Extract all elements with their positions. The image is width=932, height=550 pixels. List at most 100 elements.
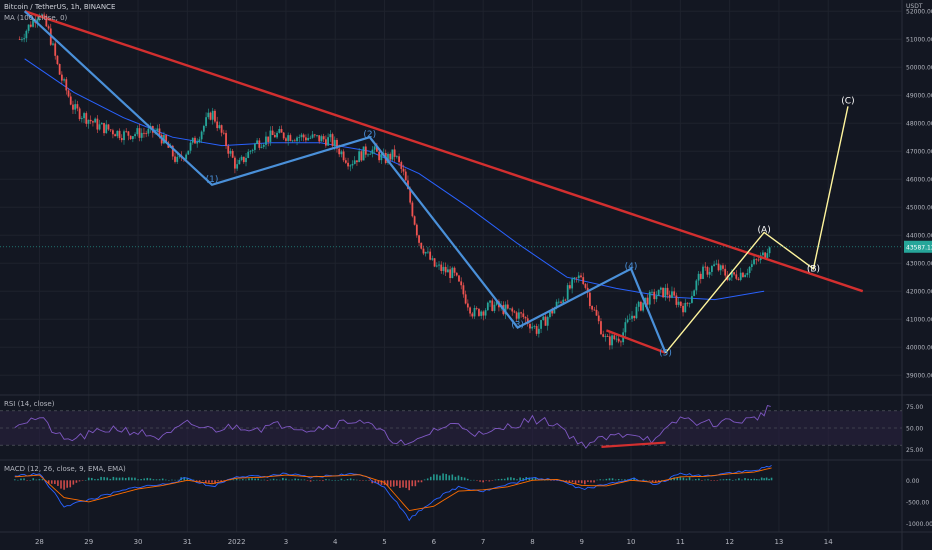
- macd-histogram-bar: [158, 479, 161, 481]
- rsi-indicator-label[interactable]: RSI (14, close): [4, 400, 55, 408]
- yellow-projection-trendline[interactable]: [665, 106, 849, 354]
- candle-body: [43, 14, 46, 16]
- macd-histogram-bar: [257, 478, 260, 481]
- symbol-title[interactable]: Bitcoin / TetherUS, 1h, BINANCE: [4, 3, 116, 11]
- candle-body: [96, 118, 99, 130]
- macd-histogram-bar: [23, 478, 25, 481]
- macd-histogram-bar: [497, 479, 500, 481]
- macd-histogram-bar: [399, 480, 401, 489]
- x-tick-label: 31: [183, 538, 192, 546]
- rsi-divergence-line[interactable]: [601, 441, 666, 448]
- macd-histogram-bar: [78, 480, 81, 482]
- candle-body: [431, 258, 434, 260]
- candle-body: [194, 137, 196, 144]
- candle-body: [32, 19, 34, 27]
- macd-histogram-bar: [322, 480, 324, 482]
- candle-body: [236, 164, 239, 169]
- macd-histogram-bar: [642, 479, 645, 481]
- candle-body: [668, 294, 671, 298]
- candle-body: [580, 275, 582, 278]
- candle-body: [524, 317, 527, 319]
- macd-histogram-bar: [297, 478, 300, 481]
- candle-body: [642, 302, 645, 311]
- red-resistance-trendline[interactable]: [24, 10, 864, 293]
- candle-body: [404, 171, 407, 181]
- wave-label: (2): [363, 130, 376, 140]
- macd-histogram-bar: [760, 477, 763, 481]
- macd-histogram-bar: [81, 480, 84, 481]
- candle-body: [517, 312, 520, 319]
- macd-pane[interactable]: [13, 464, 773, 522]
- candle-body: [293, 140, 296, 142]
- ma-indicator-label[interactable]: MA (100, close, 0): [4, 14, 68, 22]
- macd-indicator-label[interactable]: MACD (12, 26, close, 9, EMA, EMA): [4, 465, 126, 473]
- macd-histogram-bar: [494, 479, 497, 481]
- macd-histogram-bar: [630, 478, 632, 481]
- macd-histogram-bar: [38, 479, 41, 481]
- macd-histogram-bar: [269, 479, 272, 481]
- candle-body: [493, 304, 496, 311]
- candle-body: [131, 136, 134, 140]
- macd-histogram-bar: [26, 480, 28, 481]
- candle-body: [458, 275, 460, 282]
- candle-body: [225, 133, 227, 146]
- macd-histogram-bar: [608, 478, 611, 481]
- candle-body: [94, 118, 97, 123]
- macd-histogram-bar: [704, 479, 706, 481]
- candle-body: [227, 145, 230, 154]
- macd-histogram-bar: [534, 477, 537, 481]
- candle-body: [522, 313, 525, 318]
- macd-histogram-bar: [510, 477, 512, 481]
- candle-body: [313, 134, 316, 136]
- candle-body: [418, 235, 420, 243]
- candle-body: [400, 162, 403, 169]
- macd-histogram-bar: [285, 478, 287, 481]
- price-tick-label: 43000.00: [906, 261, 932, 268]
- candle-body: [229, 150, 232, 154]
- rsi-pane[interactable]: [0, 405, 902, 449]
- candle-body: [342, 151, 345, 161]
- rsi-line: [14, 405, 771, 449]
- price-pane[interactable]: (1) (2) (3) (4) (5) (A) (B) (C): [0, 10, 902, 359]
- candle-body: [393, 149, 396, 157]
- macd-histogram-bar: [731, 480, 734, 481]
- candle-body: [83, 113, 85, 119]
- red-divergence-trendline[interactable]: [605, 329, 666, 354]
- blue-waves-trendline[interactable]: [23, 10, 667, 354]
- candle-body: [617, 338, 620, 342]
- x-tick-label: 28: [35, 538, 44, 546]
- candle-body: [205, 117, 207, 126]
- macd-histogram-bar: [303, 479, 306, 481]
- candle-body: [653, 291, 656, 300]
- macd-histogram-bar: [242, 479, 244, 481]
- candle-body: [367, 154, 369, 156]
- candle-body: [633, 315, 636, 319]
- candle-body: [256, 140, 258, 144]
- candle-body: [207, 112, 210, 118]
- candle-body: [671, 291, 673, 298]
- candle-body: [440, 264, 443, 271]
- candle-body: [174, 156, 176, 162]
- macd-histogram-bar: [763, 478, 765, 481]
- price-tick-label: 40000.00: [906, 345, 932, 352]
- candle-body: [29, 24, 32, 27]
- candle-body: [127, 131, 130, 136]
- candle-body: [36, 18, 39, 23]
- candle-body: [21, 39, 23, 41]
- candle-body: [47, 26, 50, 29]
- macd-histogram-bar: [380, 480, 383, 485]
- candle-body: [189, 142, 192, 151]
- candle-body: [591, 306, 593, 310]
- macd-histogram-bar: [245, 479, 247, 481]
- candle-body: [245, 157, 247, 163]
- candle-body: [540, 320, 542, 329]
- candle-body: [593, 309, 596, 311]
- candle-body: [65, 79, 68, 91]
- candle-body: [486, 302, 489, 311]
- candle-body: [27, 24, 30, 31]
- macd-histogram-bar: [688, 477, 691, 481]
- candle-body: [198, 139, 201, 142]
- candle-body: [280, 129, 283, 133]
- macd-histogram-bar: [174, 479, 176, 481]
